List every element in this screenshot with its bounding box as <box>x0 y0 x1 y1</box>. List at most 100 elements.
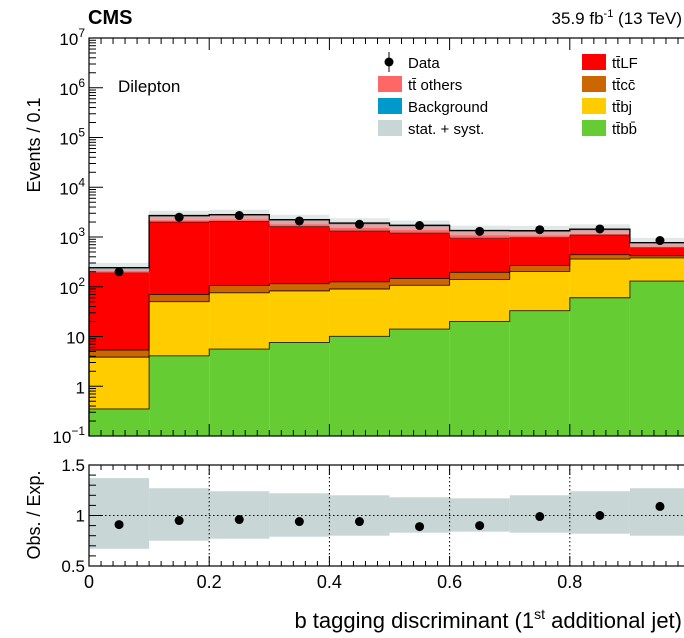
ratio-y-tick-label-1: 1 <box>76 507 85 526</box>
bar-ttbb-bin-0 <box>89 408 150 436</box>
bar-ttbj-bin-0 <box>89 357 150 409</box>
bar-ttcc-bin-6 <box>449 272 510 280</box>
top-axis-ticks <box>88 38 679 437</box>
legend-label-ttothers: tt̄ others <box>408 77 462 94</box>
data-point-6 <box>475 226 485 236</box>
legend-swatch-ttlf <box>582 54 606 70</box>
legend-swatch-band <box>378 120 402 136</box>
legend-label-ttlf: tt̄LF <box>612 55 638 72</box>
x-tick-label-4: 0.8 <box>557 572 582 592</box>
data-point-9 <box>655 236 665 246</box>
data-point-1 <box>174 212 184 222</box>
ratio-panel: 0.5 1 1.5 0 0.2 0.4 0.6 0.8 <box>61 456 684 592</box>
bar-ttbj-bin-9 <box>629 257 684 282</box>
bar-ttbb-bin-3 <box>269 342 330 436</box>
ratio-point-6 <box>475 521 485 531</box>
bar-ttlf-bin-1 <box>149 222 210 295</box>
bar-ttlf-bin-3 <box>269 226 330 284</box>
bar-ttbj-bin-8 <box>569 259 630 298</box>
legend-label-ttbb: tt̄bb̄ <box>612 121 637 138</box>
legend-swatch-ttbj <box>582 98 606 114</box>
bar-ttbb-bin-7 <box>509 310 570 436</box>
ratio-point-3 <box>294 517 304 527</box>
bar-ttcc-bin-5 <box>389 278 450 286</box>
data-point-3 <box>294 216 304 226</box>
y-tick-label-2: 10 <box>66 329 85 348</box>
y-tick-label-base-4: 10 <box>59 229 78 248</box>
data-point-0 <box>114 267 124 277</box>
bar-ttcc-bin-2 <box>209 285 270 293</box>
y-tick-label-exp-7: 6 <box>78 76 85 90</box>
data-point-7 <box>535 225 545 235</box>
ratio-band-bin-3 <box>269 493 330 537</box>
ratio-points <box>114 501 665 532</box>
x-tick-label-2: 0.4 <box>317 572 342 592</box>
ratio-band-bin-9 <box>629 488 684 536</box>
stack-edge-ttlf <box>89 220 684 273</box>
x-tick-labels: 0 0.2 0.4 0.6 0.8 <box>84 572 582 592</box>
bar-ttcc-bin-0 <box>89 350 150 358</box>
y-tick-label-8: 107 <box>59 26 85 49</box>
ratio-point-0 <box>114 520 124 530</box>
bar-ttlf-bin-4 <box>329 230 390 282</box>
bar-ttcc-bin-1 <box>149 294 210 302</box>
bar-ttlf-bin-0 <box>89 271 150 351</box>
ratio-point-7 <box>535 512 545 522</box>
y-tick-label-base-2: 10 <box>66 329 85 348</box>
legend: Data tt̄LF tt̄ others tt̄cc̄ Background tt̄bj… <box>378 52 638 138</box>
y-tick-label-base-5: 10 <box>59 179 78 198</box>
ratio-point-5 <box>415 522 425 532</box>
y-tick-label-exp-3: 2 <box>78 275 85 289</box>
y-tick-label-1: 1 <box>76 378 85 397</box>
bar-ttlf-bin-8 <box>569 235 630 255</box>
bar-ttbb-bin-6 <box>449 321 510 436</box>
y-tick-label-base-3: 10 <box>59 279 78 298</box>
legend-swatch-ttcc <box>582 76 606 92</box>
y-tick-label-6: 105 <box>59 126 85 149</box>
legend-label-band: stat. + syst. <box>408 121 484 138</box>
ratio-y-axis-title: Obs. / Exp. <box>24 470 44 559</box>
y-tick-label-7: 106 <box>59 76 85 99</box>
y-tick-label-base-6: 10 <box>59 130 78 149</box>
data-point-4 <box>354 219 364 229</box>
bar-ttbj-bin-4 <box>329 289 390 337</box>
bar-ttbb-bin-5 <box>389 329 450 436</box>
bar-ttbb-bin-1 <box>149 355 210 436</box>
data-points <box>114 211 665 277</box>
ratio-grid <box>89 465 684 566</box>
bar-ttlf-bin-9 <box>629 247 684 256</box>
data-point-5 <box>415 221 425 231</box>
lumi-energy: (13 TeV) <box>613 9 682 28</box>
y-tick-label-exp-6: 5 <box>78 126 85 140</box>
lumi-label: 35.9 fb-1 (13 TeV) <box>552 8 682 28</box>
x-tick-label-0: 0 <box>84 572 94 592</box>
ratio-point-1 <box>174 516 184 526</box>
stacked-histogram <box>89 214 684 436</box>
bar-ttlf-bin-2 <box>209 221 270 286</box>
x-axis-title-sup: st <box>534 606 545 622</box>
stack-edge-ttcc <box>89 254 684 351</box>
ratio-band-bin-1 <box>149 488 210 541</box>
y-tick-label-exp-5: 4 <box>78 175 85 189</box>
ratio-point-9 <box>655 501 665 511</box>
bar-ttcc-bin-7 <box>509 265 570 272</box>
ratio-point-8 <box>595 511 605 520</box>
y-tick-label-base-0: 10 <box>52 428 71 447</box>
bar-ttlf-bin-6 <box>449 238 510 273</box>
bar-ttbb-bin-2 <box>209 349 270 436</box>
y-tick-label-5: 104 <box>59 175 85 198</box>
y-tick-label-exp-0: −1 <box>71 424 85 438</box>
legend-label-ttbj: tt̄bj <box>612 99 632 116</box>
bar-ttcc-bin-9 <box>629 255 684 258</box>
bar-ttbj-bin-1 <box>149 301 210 356</box>
legend-marker-data <box>384 57 394 67</box>
top-y-axis-title: Events / 0.1 <box>24 97 44 192</box>
x-axis-title-suffix: additional jet) <box>545 608 682 633</box>
legend-swatch-background <box>378 98 402 114</box>
stack-edge-ttbb <box>89 280 684 410</box>
ratio-band-bin-2 <box>209 491 270 539</box>
y-tick-label-base-1: 1 <box>76 378 85 397</box>
